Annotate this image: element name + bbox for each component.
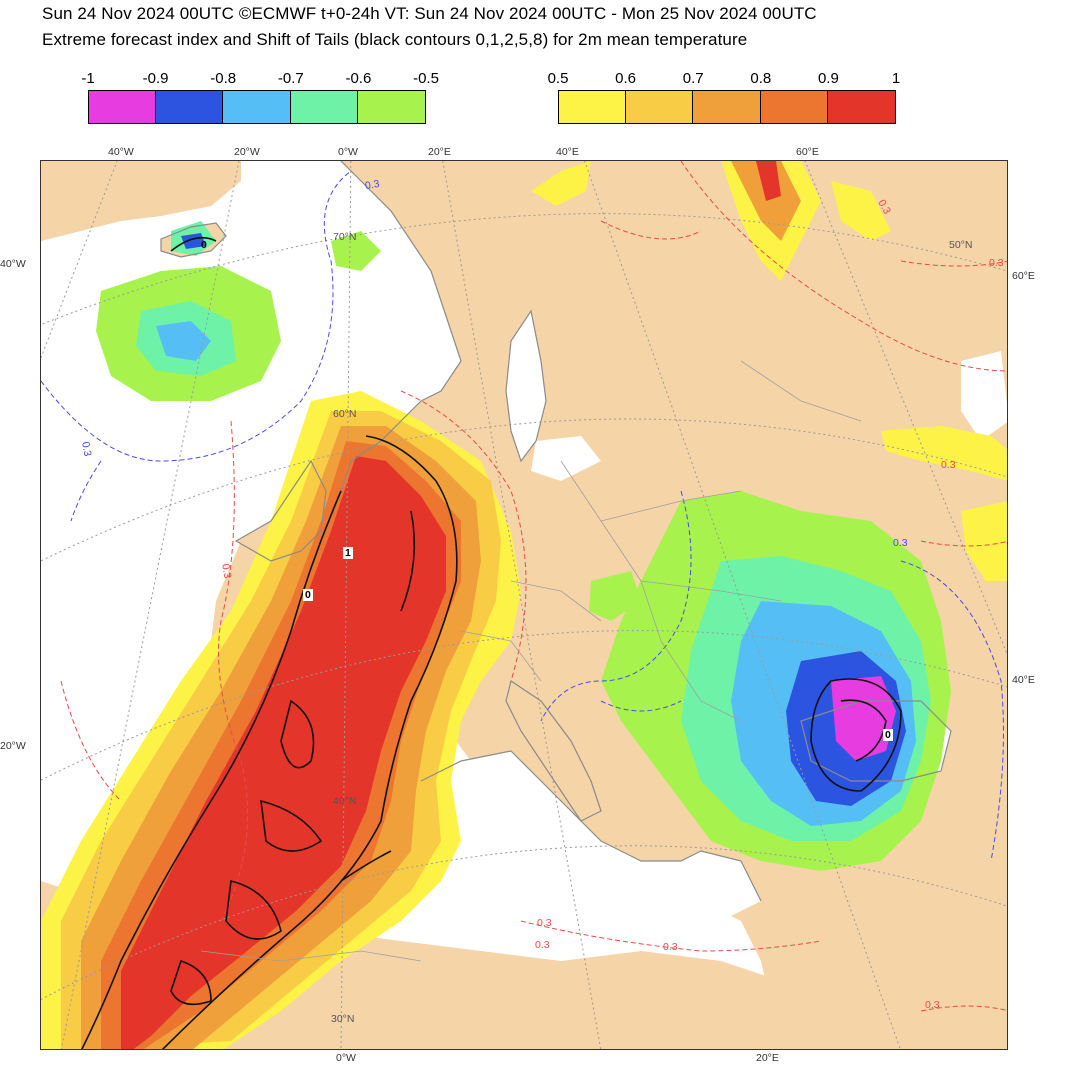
contour-label: 0.3 <box>663 941 678 953</box>
positive-sot-contours <box>60 161 1007 1012</box>
coastlines <box>160 161 952 902</box>
colorbar-tick-label: 0.7 <box>682 70 704 87</box>
colorbar-tick-label: 0.6 <box>615 70 637 87</box>
colorbar-swatch <box>89 91 157 123</box>
colorbar-tick-label: -0.7 <box>277 70 304 87</box>
colorbar-swatch <box>156 91 224 123</box>
lat-label-0: 70°N <box>333 231 357 243</box>
colorbar-tick-label: 0.8 <box>750 70 772 87</box>
lon-label-top-2: 0°W <box>338 146 358 158</box>
lon-label-bottom-0: 0°W <box>336 1052 356 1064</box>
contour-label: 0.3 <box>364 177 381 193</box>
lon-label-right-1: 40°E <box>1012 674 1035 686</box>
colorbar-swatch <box>693 91 761 123</box>
lon-label-left-0: 40°W <box>0 258 26 270</box>
colorbar-swatch <box>223 91 291 123</box>
country-borders <box>200 360 862 962</box>
lat-label-2: 50°N <box>949 239 973 251</box>
sot-label: 1 <box>343 547 353 559</box>
map-subtitle: Extreme forecast index and Shift of Tail… <box>42 30 748 49</box>
contour-label: 0.3 <box>79 440 94 458</box>
positive-efi-colorbar <box>558 90 896 124</box>
negative-efi-colorbar <box>88 90 426 124</box>
contour-label: 0.3 <box>537 917 552 929</box>
colorbar-tick-label: 1 <box>891 70 901 87</box>
colorbar-swatch <box>559 91 627 123</box>
colorbar-swatch <box>290 91 358 123</box>
colorbar-swatch <box>827 91 895 123</box>
contour-label: 0.3 <box>219 562 234 580</box>
colorbar-tick-label: -0.5 <box>413 70 439 87</box>
colorbar-swatch <box>760 91 828 123</box>
efi-map: 70°N 60°N 50°N 40°N 30°N 0.3 0.3 0.3 0.3… <box>40 160 1008 1050</box>
map-title: Sun 24 Nov 2024 00UTC ©ECMWF t+0-24h VT:… <box>42 4 817 23</box>
negative-sot-contours <box>41 170 1004 862</box>
sot-black-contours <box>81 236 902 1049</box>
positive-efi-area <box>41 161 1007 1049</box>
mediterranean-sea <box>401 751 761 931</box>
colorbar-tick-label: 0.9 <box>817 70 839 87</box>
colorbar-swatch <box>626 91 694 123</box>
colorbar-tick-label: -0.8 <box>210 70 237 87</box>
sot-label: 0 <box>883 729 893 741</box>
lon-label-top-5: 60°E <box>796 146 819 158</box>
lon-label-top-0: 40°W <box>108 146 134 158</box>
lon-label-bottom-1: 20°E <box>756 1052 779 1064</box>
sot-label: 0 <box>303 589 313 601</box>
lon-label-top-4: 40°E <box>556 146 579 158</box>
colorbar-tick-label: 0.5 <box>547 70 569 87</box>
caspian-sea <box>961 351 1007 441</box>
lon-label-left-1: 20°W <box>0 740 26 752</box>
contour-label: 0.3 <box>989 257 1004 269</box>
colorbar-tick-label: -0.6 <box>345 70 372 87</box>
contour-label: 0.3 <box>893 537 908 549</box>
map-graticule <box>41 161 1007 1049</box>
baltic-sea <box>506 311 546 461</box>
contour-label: 0.3 <box>941 459 956 471</box>
lon-label-top-1: 20°W <box>234 146 260 158</box>
colorbar-swatch <box>357 91 425 123</box>
lat-label-3: 40°N <box>333 795 357 807</box>
lon-label-right-0: 60°E <box>1012 270 1035 282</box>
colorbar-tick-label: -0.9 <box>142 70 169 87</box>
contour-label: 0.3 <box>535 939 550 951</box>
lat-label-1: 60°N <box>333 408 357 420</box>
contour-label: 0.3 <box>925 999 940 1011</box>
sot-label: 0 <box>201 239 207 251</box>
lon-label-top-3: 20°E <box>428 146 451 158</box>
efi-map-canvas <box>41 161 1007 1049</box>
lat-label-4: 30°N <box>331 1013 355 1025</box>
colorbar-tick-label: -1 <box>81 70 95 87</box>
